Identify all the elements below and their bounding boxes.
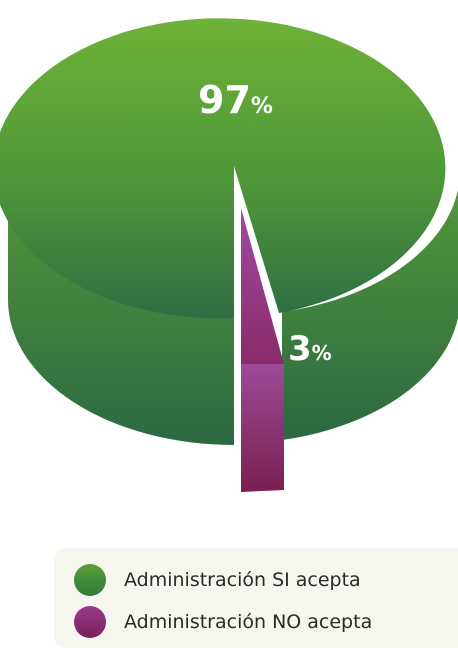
pie-slice-si-top — [0, 18, 446, 319]
pie-slice-si-side — [8, 168, 234, 445]
pie-label-no-value: 3 — [288, 329, 312, 369]
pie-label-no-unit: % — [312, 341, 332, 365]
pie-label-no: 3% — [288, 329, 332, 369]
pie-slice-si — [0, 18, 458, 445]
pie-label-si-value: 97 — [198, 78, 251, 122]
pie-slice-no-top — [241, 208, 284, 364]
chart-legend: Administración SI acepta Administración … — [54, 548, 458, 648]
pie-slice-no — [241, 208, 284, 492]
legend-swatch-si — [74, 564, 106, 596]
pie-label-si-unit: % — [251, 94, 273, 119]
legend-item-si: Administración SI acepta — [74, 563, 361, 597]
pie-slice-no-side — [241, 364, 284, 492]
pie-slice-si-side-right — [282, 189, 458, 440]
legend-swatch-no — [74, 606, 106, 638]
pie-chart: 97% 3% — [0, 18, 458, 492]
legend-label-no: Administración NO acepta — [124, 611, 373, 633]
legend-item-no: Administración NO acepta — [74, 605, 372, 639]
pie-label-si: 97% — [198, 78, 273, 122]
legend-label-si: Administración SI acepta — [124, 569, 361, 591]
